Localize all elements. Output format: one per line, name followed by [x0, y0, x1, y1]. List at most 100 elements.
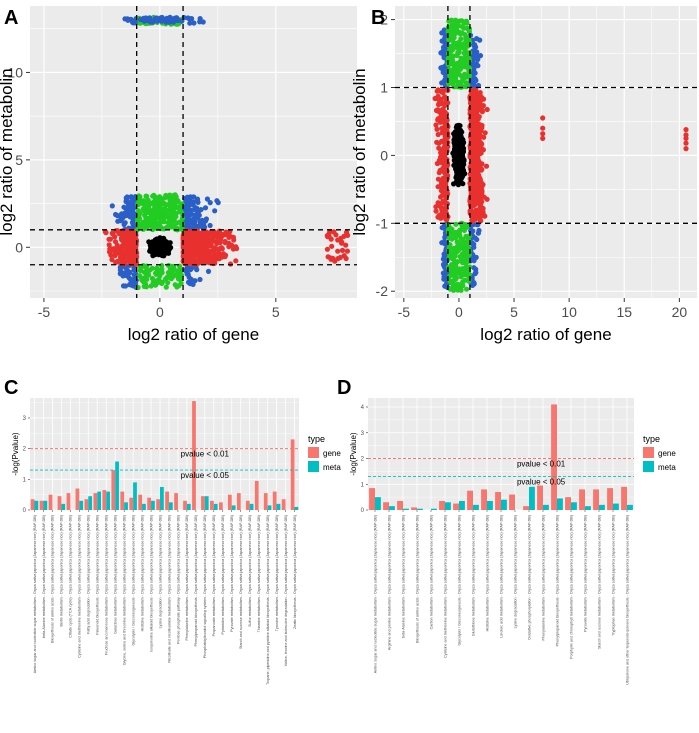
point-gene-changed [442, 103, 448, 109]
point-gene-changed [436, 145, 442, 151]
y-tick-label: 1 [380, 79, 388, 95]
point-both-changed [169, 17, 175, 23]
point-both-changed [471, 241, 477, 247]
bar-meta [186, 503, 191, 510]
point-gene-changed [339, 247, 346, 253]
point-metabolite-changed [447, 72, 453, 78]
bar-meta [133, 482, 137, 510]
point-metabolite-changed [163, 284, 169, 290]
point-gene-changed [329, 243, 335, 249]
bar-gene [509, 494, 515, 510]
point-both-changed [114, 213, 120, 219]
point-metabolite-changed [155, 215, 161, 221]
point-unchanged [459, 144, 465, 150]
bar-gene [210, 500, 214, 510]
point-gene-changed [468, 204, 474, 210]
point-gene-changed [479, 205, 485, 211]
y-tick-label: 0 [361, 508, 365, 514]
point-gene-changed [468, 191, 474, 197]
point-gene-changed [477, 123, 483, 129]
x-tick-label: 0 [156, 304, 164, 320]
point-metabolite-changed [175, 276, 182, 282]
bar-gene [183, 500, 187, 510]
bar-meta [557, 498, 563, 510]
x-tick-label: Thiamine metabolism - Oryza sativa japon… [257, 515, 261, 632]
point-both-changed [131, 224, 137, 230]
point-gene-changed [328, 256, 334, 262]
x-tick-label: 5 [272, 304, 280, 320]
point-gene-changed [127, 244, 134, 250]
point-metabolite-changed [166, 274, 172, 280]
point-unchanged [453, 164, 459, 170]
point-metabolite-changed [159, 280, 165, 286]
point-unchanged [455, 133, 461, 139]
point-metabolite-changed [157, 194, 163, 200]
point-metabolite-changed [466, 29, 472, 35]
point-gene-changed [201, 253, 207, 259]
x-tick-label: Pentose phosphate pathway - Oryza sativa… [176, 515, 180, 644]
point-metabolite-changed [155, 220, 161, 226]
point-gene-changed [474, 193, 480, 199]
point-gene-changed [194, 259, 201, 265]
point-gene-changed [477, 218, 483, 224]
bar-gene [30, 499, 35, 510]
y-tick-label: 3 [23, 416, 27, 422]
point-metabolite-changed [177, 267, 183, 273]
point-metabolite-changed [163, 211, 169, 217]
point-gene-changed [445, 134, 451, 140]
x-tick-label: Phenylpropanoid biosynthesis - Oryza sat… [194, 515, 198, 646]
points [432, 17, 689, 293]
x-tick-label: Arginine and proline metabolism - Oryza … [387, 515, 391, 650]
point-metabolite-changed [149, 208, 155, 214]
point-gene-changed [220, 232, 226, 239]
point-metabolite-changed [460, 236, 466, 242]
y-tick-label: 2 [23, 447, 27, 453]
point-gene-changed [118, 235, 125, 241]
point-gene-changed [227, 233, 233, 239]
point-gene-changed [439, 211, 445, 217]
point-gene-changed [473, 211, 479, 217]
point-gene-changed [473, 136, 479, 142]
point-both-changed [207, 222, 213, 229]
point-unchanged [458, 173, 465, 179]
point-gene-changed [183, 252, 189, 258]
bar-gene [102, 490, 107, 510]
bar-gene [219, 502, 223, 510]
x-tick-label: Lysine degradation - Oryza sativa japoni… [158, 515, 162, 628]
point-gene-changed [468, 198, 474, 205]
point-both-changed [130, 20, 137, 26]
bar-gene [138, 494, 143, 510]
bar-gene [579, 489, 585, 510]
x-tick-label: Starch and sucrose metabolism - Oryza sa… [597, 515, 601, 649]
point-both-changed [118, 218, 124, 224]
point-metabolite-changed [136, 216, 143, 222]
bar-meta [529, 486, 535, 510]
point-unchanged [460, 157, 466, 163]
point-metabolite-changed [464, 286, 470, 292]
point-unchanged [455, 141, 461, 147]
point-both-changed [197, 276, 203, 283]
point-both-changed [129, 282, 135, 288]
x-tick-label: Phosphatidylinositol signaling system - … [203, 515, 207, 658]
x-tick-label: Amino sugar and nucleotide sugar metabol… [33, 515, 37, 673]
bar-meta [231, 505, 236, 510]
x-tick-label: Cysteine and methionine metabolism - Ory… [78, 515, 82, 658]
point-gene-changed [112, 239, 119, 245]
y-tick-label: 0 [380, 147, 388, 163]
legend-label-gene: gene [658, 449, 676, 458]
point-gene-changed [227, 261, 234, 267]
y-axis-label: -log(Pvalue) [349, 432, 358, 475]
y-tick-label: -1 [376, 215, 389, 231]
x-axis-label: log2 ratio of gene [480, 325, 611, 344]
point-gene-changed [438, 215, 444, 221]
point-metabolite-changed [139, 277, 145, 283]
point-both-changed [187, 20, 193, 26]
point-metabolite-changed [453, 221, 459, 227]
point-metabolite-changed [453, 73, 459, 79]
point-both-changed [473, 44, 479, 50]
point-metabolite-changed [176, 206, 183, 212]
bar-gene [495, 491, 501, 510]
x-tick-label: Phenylalanine metabolism - Oryza sativa … [541, 515, 545, 640]
